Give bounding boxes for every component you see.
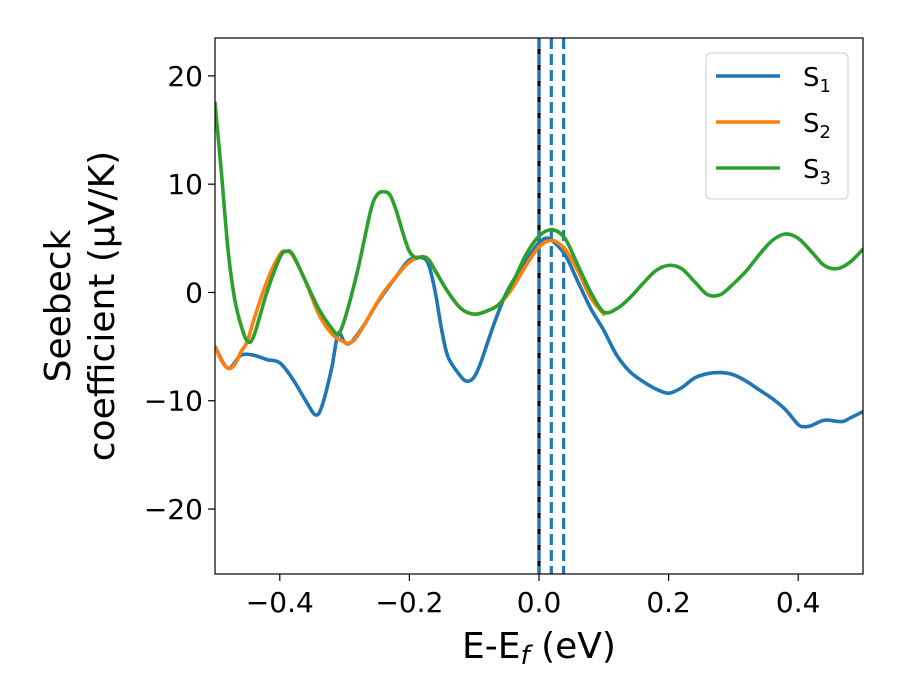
y-tick-label: −20 bbox=[144, 493, 203, 526]
y-tick-label: −10 bbox=[144, 385, 203, 418]
x-tick-label: 0.4 bbox=[776, 586, 821, 619]
legend-label-s2: S2 bbox=[803, 109, 831, 143]
y-axis-label: Seebeck coefficient (μV/K) bbox=[38, 151, 123, 461]
y-axis-label-line2: coefficient (μV/K) bbox=[82, 151, 123, 461]
x-tick-label: 0.2 bbox=[646, 586, 691, 619]
y-axis-label-line1: Seebeck bbox=[38, 229, 79, 382]
series-line-s2 bbox=[215, 238, 606, 371]
x-axis-ticks: −0.4 −0.2 0.0 0.2 0.4 bbox=[246, 574, 821, 619]
legend-label-s3: S3 bbox=[803, 155, 831, 189]
vertical-reference-lines bbox=[537, 38, 566, 574]
y-tick-label: 0 bbox=[185, 276, 203, 309]
legend: S1 S2 S3 bbox=[705, 52, 849, 200]
series-line-s1 bbox=[215, 236, 863, 429]
series-line-s3 bbox=[215, 101, 863, 345]
x-axis-label: E-Ef (eV) bbox=[462, 626, 616, 671]
legend-box bbox=[705, 52, 849, 200]
x-tick-label: −0.2 bbox=[375, 586, 443, 619]
y-axis-ticks: −20 −10 0 10 20 bbox=[144, 60, 215, 526]
y-tick-label: 20 bbox=[167, 60, 203, 93]
legend-label-s1: S1 bbox=[803, 63, 831, 97]
y-tick-label: 10 bbox=[167, 168, 203, 201]
x-tick-label: 0.0 bbox=[517, 586, 562, 619]
x-tick-label: −0.4 bbox=[246, 586, 314, 619]
series-lines bbox=[215, 101, 863, 429]
